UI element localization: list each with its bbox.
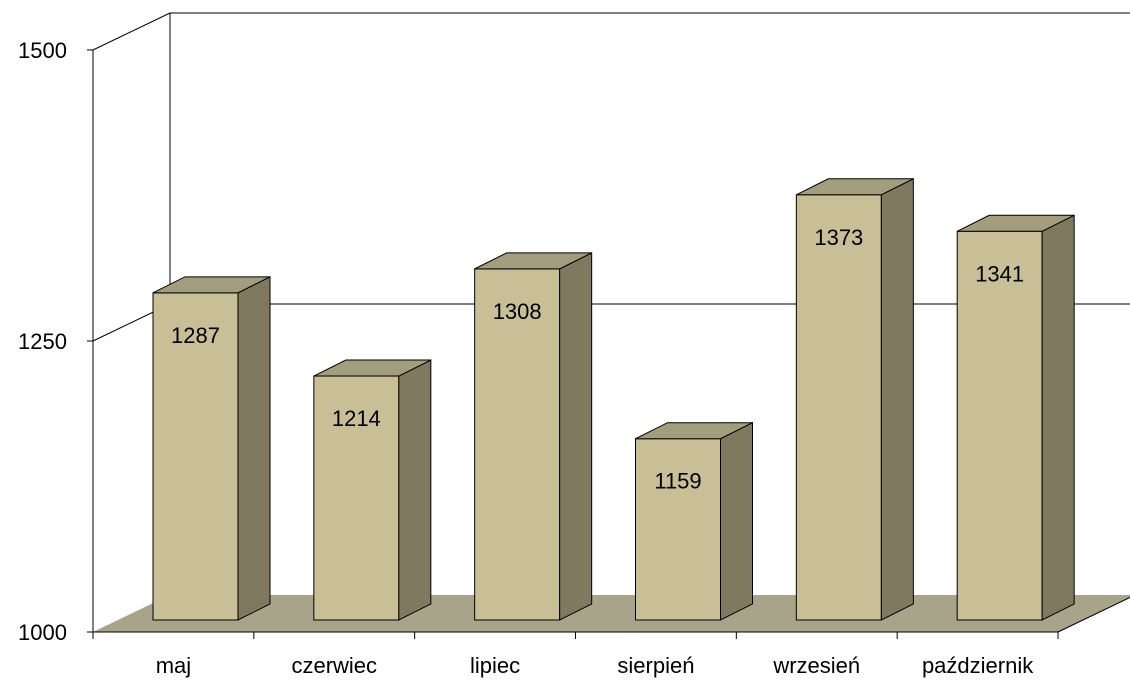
bar-side [720,421,753,621]
y-tick-label: 1500 [18,38,67,63]
bar-front [313,375,400,621]
data-label: 1159 [654,469,701,494]
bar-side [1041,214,1075,621]
data-label: 1287 [171,323,220,348]
data-label: 1373 [814,225,863,250]
y-tick-label: 1250 [18,329,67,354]
data-label: 1308 [493,299,542,324]
bar-top [474,252,592,270]
bar-side [880,177,914,621]
bar-side [237,276,271,621]
x-tick-label: październik [922,653,1034,678]
bar-front [795,194,882,621]
bar-sierpień: 1159 [635,421,753,621]
bar-front [635,438,721,621]
bar-wrzesień: 1373 [795,177,914,621]
y-tick-label: 1000 [18,620,67,645]
value-axis: 1000 1250 1500 [18,38,94,645]
data-label: 1214 [332,406,381,431]
x-tick-label: lipiec [470,653,520,678]
bar-październik: 1341 [956,214,1075,621]
bar-maj: 1287 [152,276,271,621]
data-label: 1341 [975,261,1024,286]
bar-front [956,230,1043,621]
bars: 1287 1214 1308 1159 1373 1341 [152,177,1075,621]
bar-top [796,178,914,196]
x-tick-label: czerwiec [291,653,377,678]
x-tick-label: sierpień [617,653,694,678]
bar-top [313,359,432,377]
x-tick-label: wrzesień [772,653,860,678]
x-tick-label: maj [156,653,191,678]
bar-top [956,214,1075,232]
bar-czerwiec: 1214 [313,359,432,621]
category-axis: maj czerwiec lipiec sierpień wrzesień paździe… [92,632,1059,678]
bar-top [635,422,753,440]
gridline-diagonal [92,12,171,51]
bar-lipiec: 1308 [474,252,593,621]
bar-front [152,292,239,621]
bar-side [398,359,432,621]
floor-edge [1057,596,1130,633]
bar-top [152,276,271,294]
bar-side [559,252,593,621]
